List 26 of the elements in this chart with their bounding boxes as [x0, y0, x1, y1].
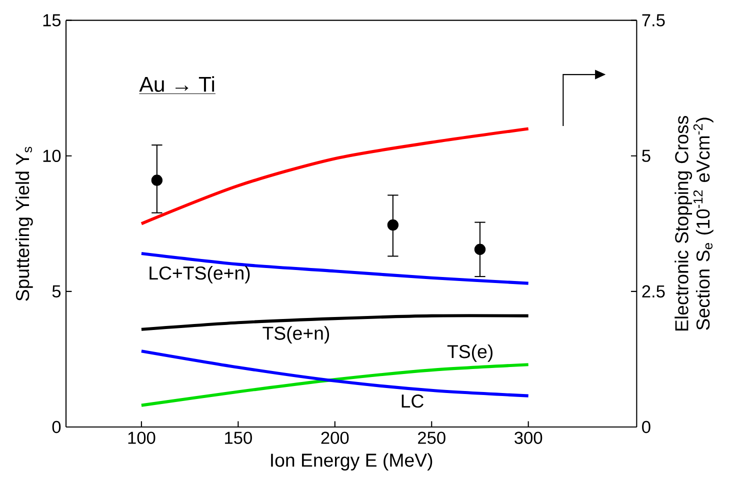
y2-tick-label: 2.5 — [642, 285, 665, 298]
y-axis-title: Sputtering Yield Y$_{s}$ — [15, 146, 33, 301]
x-tick-label: 250 — [418, 432, 446, 444]
line-series — [140, 252, 530, 285]
x-axis-title: Ion Energy E (MeV) — [271, 453, 432, 471]
y2-tick-label: 5 — [642, 150, 650, 162]
x-tick-label: 300 — [514, 432, 542, 444]
series-label: LC — [402, 394, 424, 408]
line-series — [140, 363, 530, 407]
x-tick-label: 150 — [225, 432, 252, 444]
series-label: TS(e+n) — [262, 326, 330, 344]
point — [474, 244, 486, 256]
annotation: Au → Ti — [139, 76, 214, 92]
y-tick-label: 5 — [52, 285, 61, 298]
point — [151, 174, 163, 186]
point — [387, 219, 399, 231]
line-series — [140, 127, 530, 226]
y-tick-label: 10 — [43, 150, 61, 162]
series-label: TS(e) — [447, 344, 492, 362]
y-tick-label: 0 — [52, 420, 61, 434]
y2-tick-label: 7.5 — [642, 14, 665, 26]
y-tick-label: 15 — [43, 14, 61, 26]
x-tick-label: 200 — [321, 432, 349, 444]
y2-tick-label: 0 — [642, 420, 650, 434]
x-tick-label: 100 — [128, 432, 156, 444]
series-label: LC+TS(e+n) — [150, 266, 250, 284]
